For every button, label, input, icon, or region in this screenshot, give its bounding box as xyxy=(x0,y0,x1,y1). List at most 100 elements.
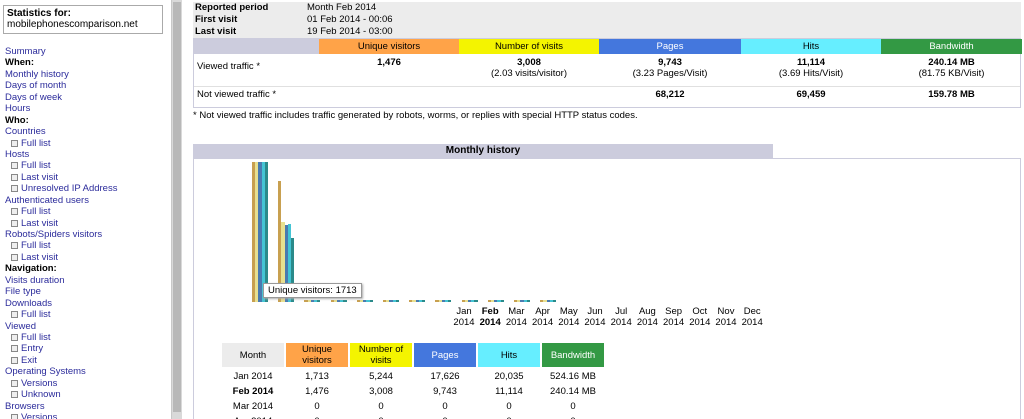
bar-hits-sep-2014 xyxy=(471,300,475,302)
menu-item-full-list[interactable]: Full list xyxy=(5,160,170,171)
month-name: Apr xyxy=(535,306,550,317)
bar-bandwidth-may-2014 xyxy=(369,300,373,302)
bar-number-of-visits-may-2014 xyxy=(360,300,364,302)
menu-item-label: Last visit xyxy=(21,251,58,263)
month-year: 2014 xyxy=(715,317,737,328)
month-label-jun: Jun 2014 xyxy=(582,306,608,328)
monthly-cell: 0 xyxy=(314,401,320,412)
sidebar-scrollbar[interactable] xyxy=(171,0,182,419)
monthly-header-month: Month xyxy=(222,343,284,367)
bar-hits-aug-2014 xyxy=(445,300,449,302)
monthly-cell: 0 xyxy=(542,414,604,419)
monthly-cell: 524.16 MB xyxy=(550,371,596,382)
viewed-value-hits: 11,114 xyxy=(796,57,825,68)
menu-item-label: Authenticated users xyxy=(5,194,89,206)
month-name: Mar xyxy=(508,306,525,317)
menu-item-label: Unknown xyxy=(21,389,61,401)
monthly-cell: 0 xyxy=(414,414,476,419)
monthly-cell: 17,626 xyxy=(430,371,460,382)
menu-heading-who: Who: xyxy=(5,115,170,126)
list-icon xyxy=(11,219,18,227)
monthly-cell: 0 xyxy=(378,401,384,412)
menu-item-full-list[interactable]: Full list xyxy=(5,240,170,251)
month-name: Jun xyxy=(587,306,603,317)
bar-hits-may-2014 xyxy=(366,300,370,302)
menu-item-days-of-week[interactable]: Days of week xyxy=(5,92,170,103)
bar-unique-visitors-feb-2014 xyxy=(278,181,282,302)
menu-item-full-list[interactable]: Full list xyxy=(5,138,170,149)
menu-item-robots-spiders-visitors[interactable]: Robots/Spiders visitors xyxy=(5,229,170,240)
monthly-cell: 0 xyxy=(506,401,512,412)
menu-item-label: Robots/Spiders visitors xyxy=(5,229,103,240)
month-name: Jul xyxy=(615,306,628,317)
chart-tooltip: Unique visitors: 1713 xyxy=(263,283,362,298)
menu-item-hours[interactable]: Hours xyxy=(5,103,170,114)
bar-bandwidth-oct-2014 xyxy=(500,300,504,302)
menu-item-label: Exit xyxy=(21,354,37,366)
menu-item-label: Full list xyxy=(21,331,51,343)
menu-item-browsers[interactable]: Browsers xyxy=(5,401,170,412)
bar-bandwidth-dec-2014 xyxy=(553,300,557,302)
list-icon xyxy=(11,311,18,319)
menu-item-authenticated-users[interactable]: Authenticated users xyxy=(5,195,170,206)
list-icon xyxy=(11,414,18,419)
monthly-cell: 11,114 xyxy=(495,386,523,397)
menu-item-last-visit[interactable]: Last visit xyxy=(5,172,170,183)
menu-item-full-list[interactable]: Full list xyxy=(5,332,170,343)
month-label-sep: Sep 2014 xyxy=(661,306,687,328)
menu-item-unresolved-ip-address[interactable]: Unresolved IP Address xyxy=(5,183,170,194)
menu-item-label: Full list xyxy=(21,160,51,172)
monthly-header-unique-visitors: Unique visitors xyxy=(286,343,348,367)
scrollbar-thumb[interactable] xyxy=(173,2,181,412)
bar-number-of-visits-apr-2014 xyxy=(333,300,337,302)
list-icon xyxy=(11,253,18,261)
menu-item-label: Last visit xyxy=(21,171,58,183)
list-icon xyxy=(11,185,18,193)
list-icon xyxy=(11,139,18,147)
monthly-history-chart xyxy=(252,162,572,302)
bar-unique-visitors-sep-2014 xyxy=(461,300,465,302)
menu-item-monthly-history[interactable]: Monthly history xyxy=(5,69,170,80)
monthly-header-bandwidth: Bandwidth xyxy=(542,343,604,367)
monthly-cell: Apr 2014 xyxy=(222,414,284,419)
menu-item-full-list[interactable]: Full list xyxy=(5,309,170,320)
menu-item-label: Hours xyxy=(5,103,31,115)
menu-item-last-visit[interactable]: Last visit xyxy=(5,218,170,229)
bar-hits-jul-2014 xyxy=(418,300,422,302)
menu-item-versions[interactable]: Versions xyxy=(5,412,170,419)
month-name: Jan xyxy=(456,306,472,317)
list-icon xyxy=(11,379,18,387)
month-label-aug: Aug 2014 xyxy=(634,306,660,328)
summary-table: Unique visitors Number of visits Pages Hits… xyxy=(193,38,1022,108)
bar-unique-visitors-may-2014 xyxy=(356,300,360,302)
menu-heading-when: When: xyxy=(5,57,170,68)
menu-item-hosts[interactable]: Hosts xyxy=(5,149,170,160)
viewed-value-pages: 9,743 xyxy=(658,57,682,68)
menu-item-file-type[interactable]: File type xyxy=(5,286,170,297)
menu-item-downloads[interactable]: Downloads xyxy=(5,298,170,309)
bar-number-of-visits-sep-2014 xyxy=(464,300,468,302)
menu-item-viewed[interactable]: Viewed xyxy=(5,321,170,332)
menu-item-versions[interactable]: Versions xyxy=(5,378,170,389)
menu-item-exit[interactable]: Exit xyxy=(5,355,170,366)
menu-item-countries[interactable]: Countries xyxy=(5,126,170,137)
bar-pages-may-2014 xyxy=(363,300,367,302)
menu-item-days-of-month[interactable]: Days of month xyxy=(5,80,170,91)
menu-item-summary[interactable]: Summary xyxy=(5,46,170,57)
menu-item-visits-duration[interactable]: Visits duration xyxy=(5,275,170,286)
menu-item-last-visit[interactable]: Last visit xyxy=(5,252,170,263)
menu-item-operating-systems[interactable]: Operating Systems xyxy=(5,366,170,377)
menu-item-label: Last visit xyxy=(21,217,58,229)
sidebar: Statistics for: mobilephonescomparison.n… xyxy=(0,0,170,419)
bar-unique-visitors-dec-2014 xyxy=(540,300,544,302)
menu-item-label: Hosts xyxy=(5,148,30,160)
not-viewed-value-bandwidth: 159.78 MB xyxy=(928,89,975,100)
bar-unique-visitors-nov-2014 xyxy=(514,300,518,302)
bar-pages-sep-2014 xyxy=(468,300,472,302)
menu-item-entry[interactable]: Entry xyxy=(5,343,170,354)
bar-unique-visitors-mar-2014 xyxy=(304,300,308,302)
menu-item-unknown[interactable]: Unknown xyxy=(5,389,170,400)
month-year: 2014 xyxy=(610,317,632,328)
month-year: 2014 xyxy=(479,317,501,328)
menu-item-full-list[interactable]: Full list xyxy=(5,206,170,217)
